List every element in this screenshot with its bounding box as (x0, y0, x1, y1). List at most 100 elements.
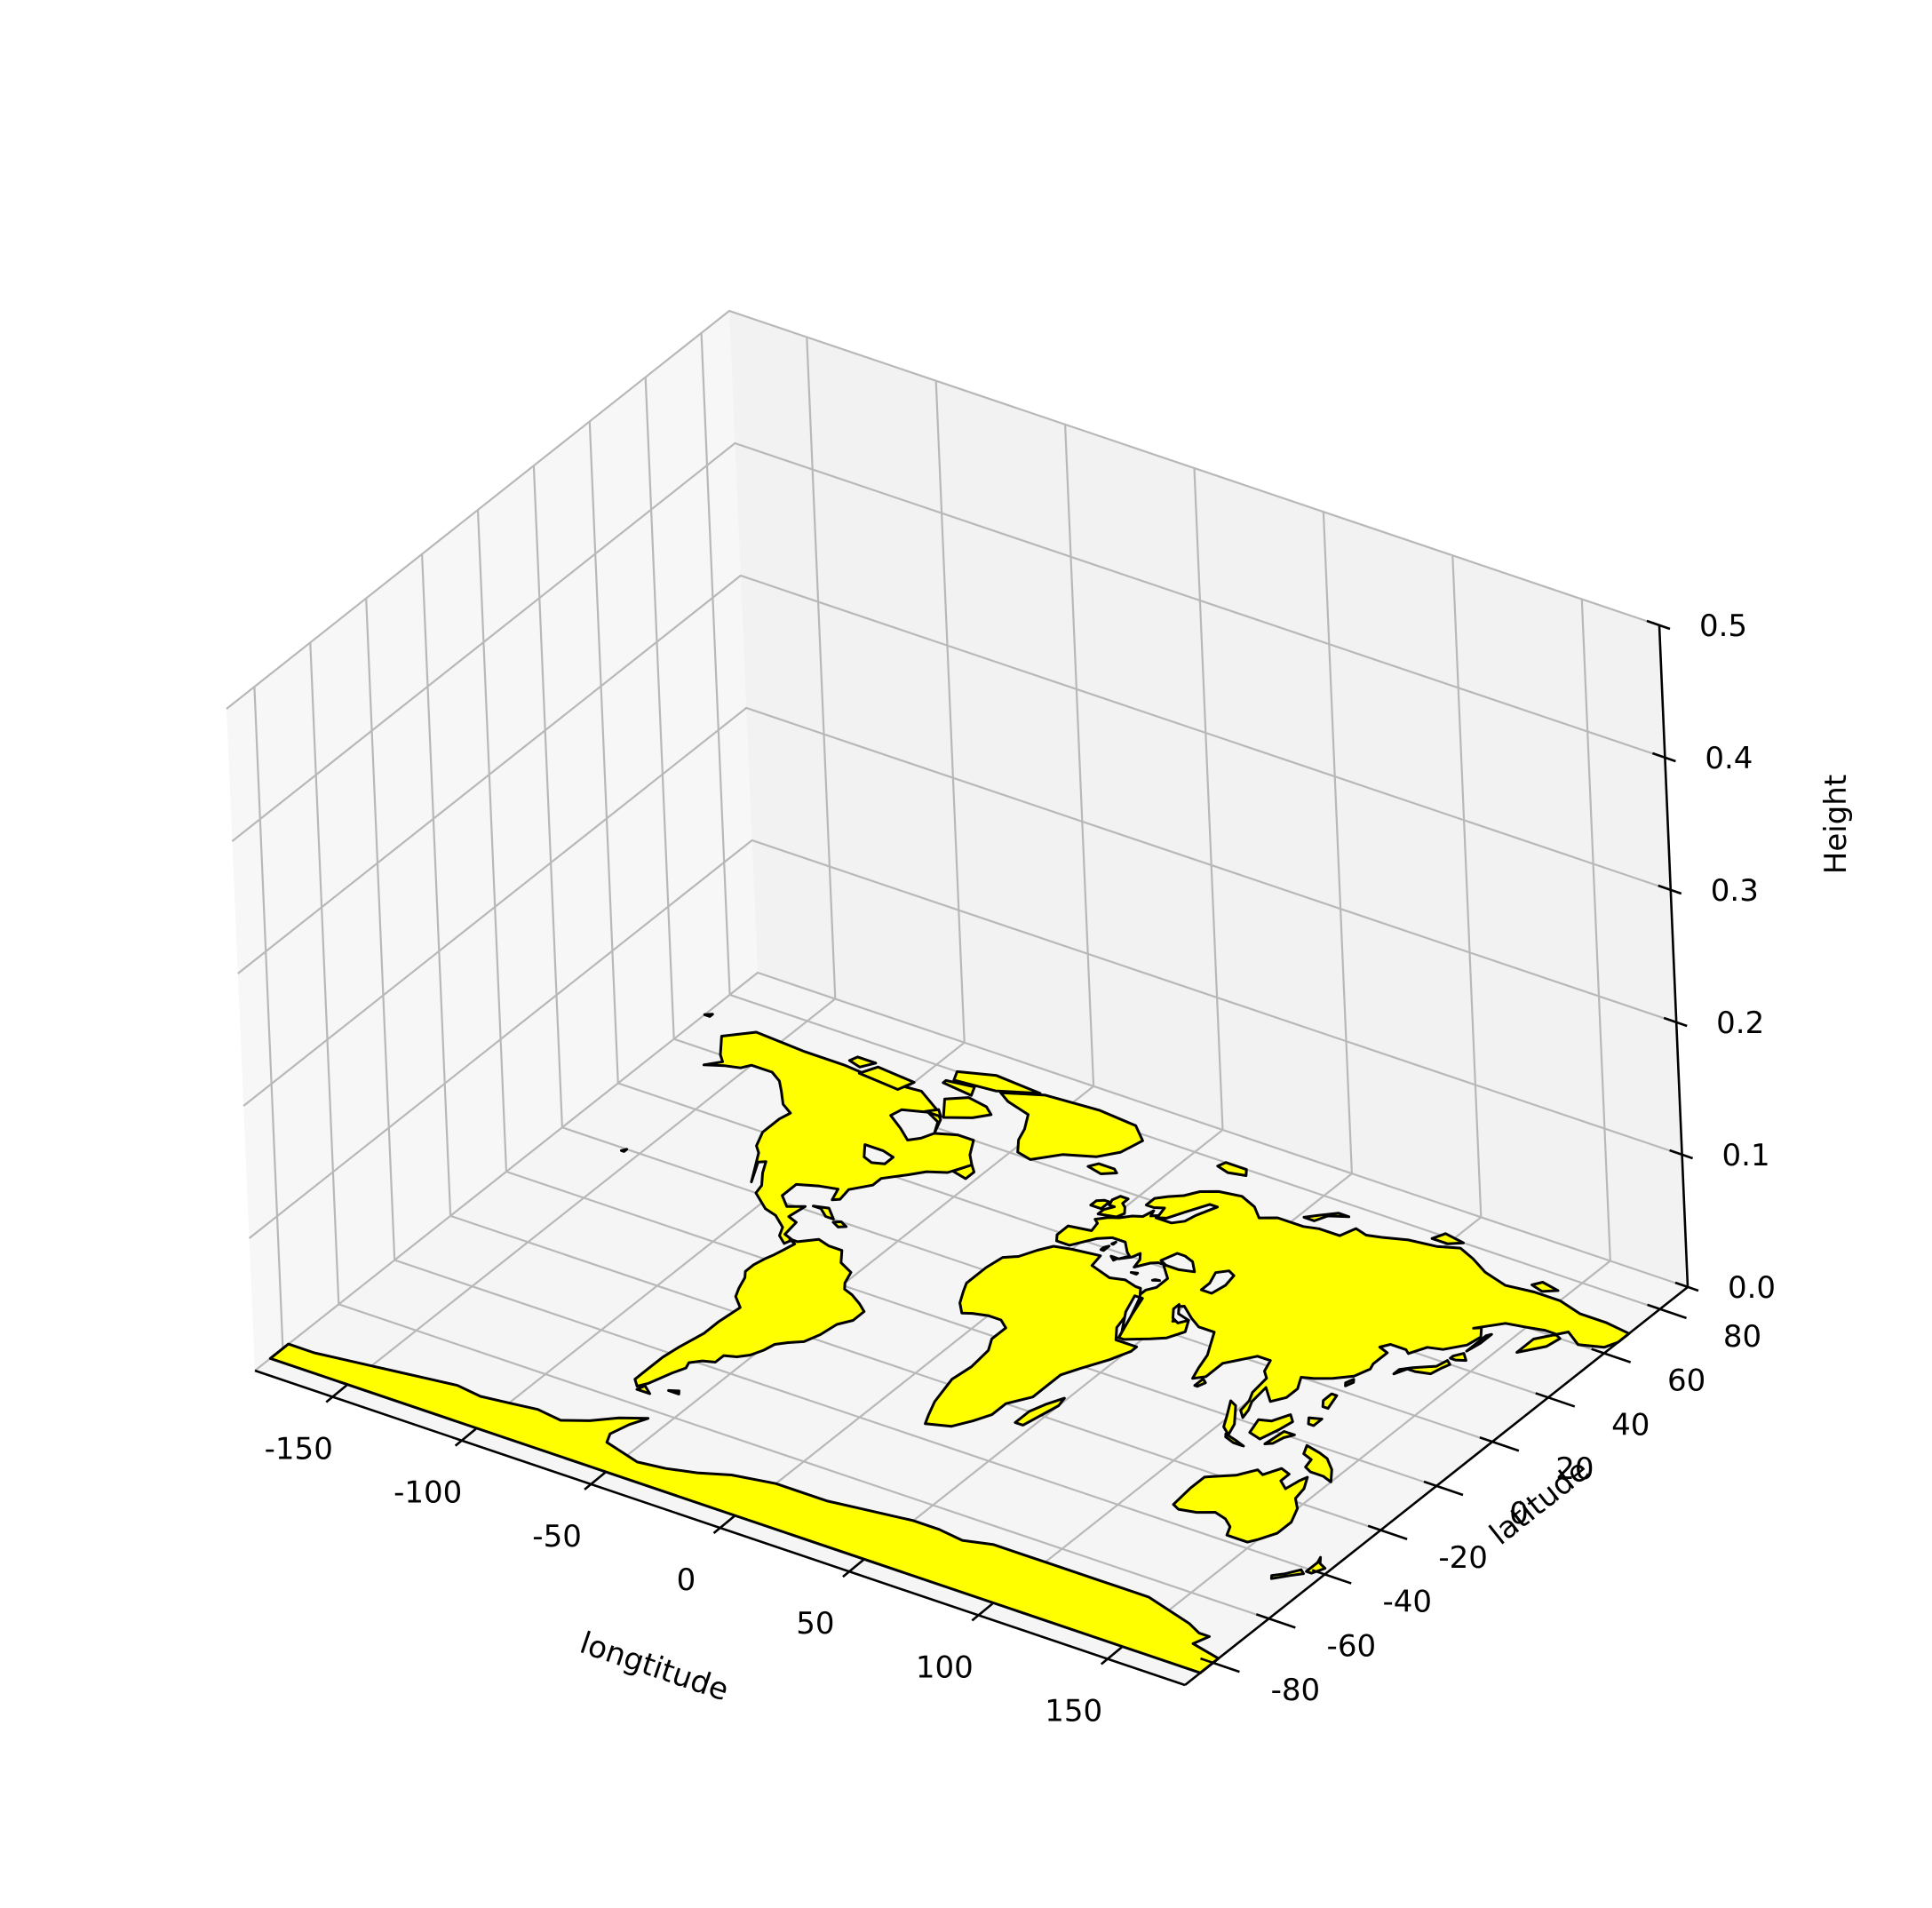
land-severnaya-zemlya (1430, 1232, 1465, 1245)
x-tick-label: 50 (796, 1606, 834, 1642)
z-tick-label: 0.4 (1705, 741, 1753, 776)
land-new-zealand-south (1269, 1568, 1305, 1580)
land-sri-lanka (1193, 1377, 1207, 1388)
land-sicily (1109, 1254, 1119, 1262)
land-greenland (999, 1091, 1144, 1161)
land-cuba (812, 1204, 835, 1220)
land-antarctica (268, 1342, 1220, 1674)
z-grid-line (248, 839, 1682, 1239)
water-red-sea (1117, 1294, 1141, 1340)
land-banks-island (847, 1055, 878, 1069)
land-mindanao (1307, 1416, 1324, 1427)
land-borneo (1248, 1413, 1294, 1441)
land-philippines (1321, 1392, 1339, 1411)
tick-labels: -150 -100 -50 0 50 100 150 -80-60-40-20 0 20 40 60 8… (265, 608, 1776, 1729)
land-novaya-zemlya (1302, 1212, 1351, 1222)
y-tick-mark (1535, 1392, 1576, 1408)
z-axis-label: Height (1818, 775, 1854, 874)
y-tick-mark (1367, 1524, 1408, 1541)
x-tick-mark (1100, 1646, 1123, 1666)
land-corsica (1110, 1240, 1117, 1246)
x-tick-label: -50 (532, 1519, 582, 1554)
z-tick-mark (1658, 884, 1682, 895)
z-tick-label: 0.0 (1728, 1270, 1776, 1306)
y-tick-label: 60 (1667, 1363, 1705, 1399)
x-tick-label: -150 (265, 1432, 333, 1467)
x-tick-mark (454, 1427, 477, 1447)
land-eurasia (1055, 1189, 1631, 1419)
land-svalbard (1216, 1161, 1248, 1177)
water-baltic-sea (1154, 1203, 1220, 1225)
z-tick-mark (1669, 1149, 1694, 1160)
land-iceland (1086, 1162, 1118, 1175)
x-tick-mark (584, 1471, 606, 1491)
y-tick-label: 0 (1509, 1496, 1529, 1531)
land-southampton-island (924, 1108, 942, 1118)
z-tick-label: 0.3 (1711, 873, 1759, 909)
land-victoria-island (857, 1065, 916, 1091)
land-crete (1129, 1271, 1140, 1276)
z-grid-line (237, 574, 1672, 974)
z-tick-label: 0.5 (1699, 608, 1747, 644)
land-cyprus (1150, 1278, 1161, 1283)
z-tick-mark (1674, 1281, 1699, 1292)
y-tick-label: -80 (1271, 1673, 1321, 1708)
z-grid-line (226, 309, 1660, 710)
land-hawaii (620, 1148, 629, 1153)
land-new-guinea (1302, 1443, 1333, 1483)
x-tick-mark (325, 1384, 348, 1403)
land-sardinia (1099, 1244, 1111, 1252)
y-tick-mark (1423, 1480, 1464, 1497)
land-baffin-island (942, 1096, 993, 1119)
land-japan (1392, 1359, 1451, 1376)
y-tick-mark (1255, 1613, 1296, 1629)
y-tick-label: 20 (1555, 1451, 1594, 1487)
x-axis-label: longtitude (576, 1626, 733, 1709)
x-tick-label: -100 (394, 1475, 462, 1511)
land-new-zealand-north (1305, 1555, 1327, 1575)
land-hispaniola (831, 1220, 848, 1228)
water-caspian-sea (1199, 1269, 1236, 1295)
y-tick-mark (1647, 1303, 1687, 1320)
z-tick-mark (1663, 1016, 1688, 1028)
water-persian-gulf (1171, 1303, 1190, 1324)
land-great-britain (1096, 1195, 1130, 1219)
land-south-america (633, 1237, 866, 1388)
z-tick-mark (1651, 751, 1676, 763)
water-hudson-bay (889, 1108, 940, 1141)
x-tick-mark (712, 1514, 735, 1535)
land-north-america (702, 1030, 975, 1245)
x-tick-label: 150 (1045, 1694, 1102, 1729)
y-tick-mark (1479, 1435, 1520, 1452)
y-tick-label: -60 (1327, 1628, 1377, 1664)
tick-marks (325, 619, 1699, 1673)
land-falkland-islands (667, 1388, 680, 1395)
land-ellesmere-island (952, 1069, 1042, 1095)
land-madagascar (1014, 1396, 1066, 1427)
land-hokkaido (1449, 1352, 1467, 1363)
z-tick-mark (1646, 619, 1671, 631)
land-new-siberian-islands (1530, 1281, 1560, 1293)
y-tick-mark (1591, 1348, 1632, 1363)
y-tick-label: -40 (1382, 1585, 1432, 1620)
x-tick-label: 0 (677, 1562, 696, 1598)
z-grid-line (254, 971, 1689, 1371)
z-tick-label: 0.2 (1716, 1006, 1764, 1041)
land-sakhalin (1465, 1332, 1493, 1353)
land-australia (1172, 1467, 1309, 1544)
water-black-sea (1159, 1252, 1197, 1274)
x-tick-mark (971, 1602, 994, 1622)
water-great-lakes (863, 1143, 894, 1165)
land-java (1224, 1432, 1245, 1448)
land-ireland (1089, 1198, 1111, 1211)
land-layer (268, 1013, 1631, 1674)
z-axis-line (1658, 624, 1690, 1288)
y-tick-label: -20 (1438, 1540, 1488, 1576)
y-tick-mark (1200, 1657, 1240, 1673)
y-tick-label: 80 (1723, 1319, 1761, 1355)
x-tick-label: 100 (916, 1650, 974, 1685)
x-tick-mark (842, 1559, 864, 1578)
land-wrangel-island (703, 1013, 714, 1018)
